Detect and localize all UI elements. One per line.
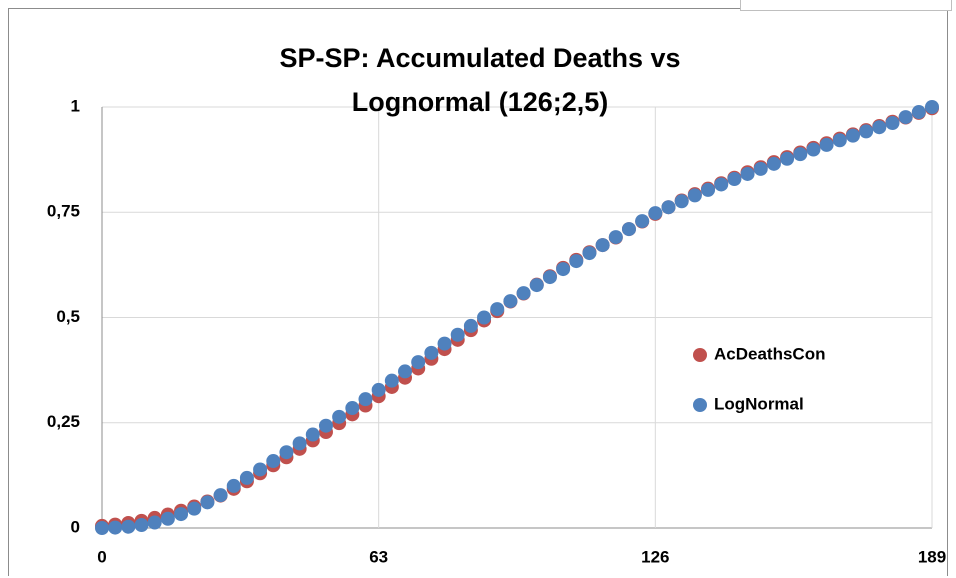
data-point [569, 254, 584, 269]
data-point [398, 364, 413, 379]
y-tick-label: 0 [71, 517, 80, 536]
data-point [845, 128, 860, 143]
data-point [687, 188, 702, 203]
data-point [279, 445, 294, 460]
data-point [424, 345, 439, 360]
data-point [160, 511, 175, 526]
data-point [187, 501, 202, 516]
data-point [477, 310, 492, 325]
legend-marker [693, 398, 707, 412]
data-point [463, 318, 478, 333]
data-point [714, 177, 729, 192]
data-point [556, 262, 571, 277]
data-point [305, 427, 320, 442]
data-point [911, 105, 926, 120]
data-point [859, 124, 874, 139]
data-point [766, 156, 781, 171]
data-point [450, 327, 465, 342]
legend-label: LogNormal [714, 394, 804, 413]
data-point [371, 382, 386, 397]
data-point [635, 214, 650, 229]
data-point [147, 515, 162, 530]
data-point [780, 151, 795, 166]
data-point [213, 488, 228, 503]
data-point [318, 418, 333, 433]
data-point [239, 470, 254, 485]
data-point [200, 495, 215, 510]
y-tick-label: 0,25 [47, 412, 80, 431]
data-point [701, 182, 716, 197]
data-point [740, 166, 755, 181]
x-tick-label: 0 [97, 547, 106, 566]
data-point [608, 230, 623, 245]
data-point [95, 521, 109, 535]
data-point [358, 392, 373, 407]
data-point [134, 518, 149, 533]
data-point [490, 302, 505, 317]
data-point [595, 238, 610, 253]
data-point [832, 133, 847, 148]
data-point [411, 355, 426, 370]
data-point [727, 171, 742, 186]
y-tick-label: 1 [71, 96, 80, 115]
data-point [292, 436, 307, 451]
legend-label: AcDeathsCon [714, 344, 825, 363]
data-point [437, 336, 452, 351]
data-point [674, 194, 689, 209]
data-point [898, 110, 913, 125]
data-point [332, 409, 347, 424]
data-point [121, 519, 136, 534]
data-point [872, 120, 887, 135]
data-point [384, 373, 399, 388]
data-point [925, 100, 939, 114]
data-point [885, 115, 900, 130]
data-point [661, 200, 676, 215]
data-point [529, 278, 544, 293]
data-point [174, 507, 189, 522]
data-point [621, 222, 636, 237]
data-point [806, 142, 821, 157]
data-point [266, 454, 281, 469]
data-point [253, 462, 268, 477]
legend-marker [693, 348, 707, 362]
data-point [226, 478, 241, 493]
data-point [648, 206, 663, 221]
y-tick-label: 0,5 [56, 307, 80, 326]
data-point [582, 246, 597, 261]
data-point [793, 147, 808, 162]
x-tick-label: 63 [369, 547, 388, 566]
chart-frame [8, 8, 948, 576]
x-tick-label: 126 [641, 547, 669, 566]
data-point [542, 270, 557, 285]
data-point [345, 401, 360, 416]
x-tick-label: 189 [918, 547, 946, 566]
data-point [503, 294, 518, 309]
data-point [819, 137, 834, 152]
data-point [516, 286, 531, 301]
data-point [753, 161, 768, 176]
chart-title: SP-SP: Accumulated Deaths vs Lognormal (… [279, 43, 681, 117]
y-tick-label: 0,75 [47, 202, 80, 221]
overlay-box [740, 0, 952, 11]
data-point [108, 520, 123, 535]
